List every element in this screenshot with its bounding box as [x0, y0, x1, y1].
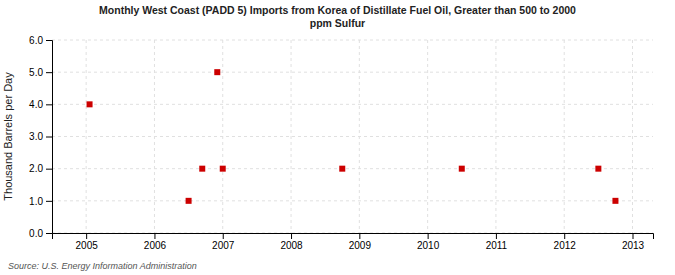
y-tick-mark [46, 201, 52, 202]
plot: 2005 2006 2007 2008 2009 2010 2011 2012 2013 0.0 1… [2, 35, 654, 251]
x-tick-label: 2008 [280, 240, 303, 251]
x-tick: 2006 [144, 233, 167, 251]
grid-line-y [52, 200, 653, 201]
y-tick-label: 4.0 [29, 99, 43, 110]
x-tick: 2010 [417, 233, 440, 251]
point [220, 166, 226, 172]
point [186, 198, 192, 204]
y-tick-mark [46, 137, 52, 138]
grid-line-x [291, 40, 292, 233]
y-tick-label: 5.0 [29, 67, 43, 78]
grid-line-x [427, 40, 428, 233]
y-tick-label: 0.0 [29, 228, 43, 239]
y-tick-mark [46, 233, 52, 234]
point [459, 166, 465, 172]
x-tick-mark [359, 233, 360, 239]
grid-line-y [52, 40, 653, 41]
x-tick: 2013 [622, 233, 645, 251]
title-line: ppm Sulfur [310, 17, 365, 29]
chart: Monthly West Coast (PADD 5) Imports from… [0, 0, 675, 275]
y-tick: 5.0 [29, 67, 52, 78]
grid-line-x [632, 40, 633, 233]
grid-line-y [52, 168, 653, 169]
x-tick: 2007 [212, 233, 235, 251]
x-tick: 2011 [486, 233, 508, 251]
y-tick-label: 3.0 [29, 131, 43, 142]
x-tick-label: 2009 [349, 240, 372, 251]
point [595, 166, 601, 172]
title: Monthly West Coast (PADD 5) Imports from… [99, 4, 576, 29]
y-tick: 3.0 [29, 131, 52, 142]
x-axis-line [53, 234, 654, 240]
point [214, 69, 220, 75]
y-tick: 6.0 [29, 35, 52, 46]
y-tick: 4.0 [29, 99, 52, 110]
x-tick-mark [223, 233, 224, 239]
x-tick-label: 2005 [76, 240, 99, 251]
y-tick-label: 2.0 [29, 163, 43, 174]
y-axis-line [46, 41, 53, 234]
x-tick-label: 2013 [622, 240, 645, 251]
title-line: Monthly West Coast (PADD 5) Imports from… [99, 4, 576, 16]
y-tick: 0.0 [29, 228, 52, 239]
point [339, 166, 345, 172]
y-axis-title: Thousand Barrels per Day [2, 72, 14, 201]
point [199, 166, 205, 172]
x-tick: 2008 [280, 233, 303, 251]
y-tick: 2.0 [29, 163, 52, 174]
x-tick-mark [86, 233, 87, 239]
x-tick-label: 2006 [144, 240, 167, 251]
points [87, 69, 619, 204]
grid [52, 40, 653, 233]
grid-line-x [86, 40, 87, 233]
source: Source: U.S. Energy Information Administ… [8, 261, 197, 271]
x-tick-label: 2007 [212, 240, 235, 251]
grid-line-y [52, 136, 653, 137]
y-tick-mark [46, 169, 52, 170]
x-tick-mark [633, 233, 634, 239]
grid-line-y [52, 72, 653, 73]
y-tick-mark [46, 40, 52, 41]
y-tick: 1.0 [29, 196, 52, 207]
x-tick-label: 2010 [417, 240, 440, 251]
y-axis: 0.0 1.0 2.0 3.0 4.0 5.0 6.0 [29, 35, 52, 239]
x-tick-mark [154, 233, 155, 239]
x-tick-mark [428, 233, 429, 239]
x-axis: 2005 2006 2007 2008 2009 2010 2011 2012 2013 [53, 233, 654, 251]
x-tick: 2009 [349, 233, 372, 251]
x-tick-mark [564, 233, 565, 239]
grid-line-y [52, 104, 653, 105]
x-tick-label: 2011 [486, 240, 508, 251]
x-tick-label: 2012 [554, 240, 577, 251]
y-tick-mark [46, 104, 52, 105]
x-tick-mark [291, 233, 292, 239]
y-tick-mark [46, 72, 52, 73]
y-tick-label: 6.0 [29, 35, 43, 46]
x-tick: 2012 [554, 233, 577, 251]
point [87, 101, 93, 107]
point [612, 198, 618, 204]
x-tick: 2005 [76, 233, 99, 251]
y-tick-label: 1.0 [29, 196, 43, 207]
x-tick-mark [496, 233, 497, 239]
